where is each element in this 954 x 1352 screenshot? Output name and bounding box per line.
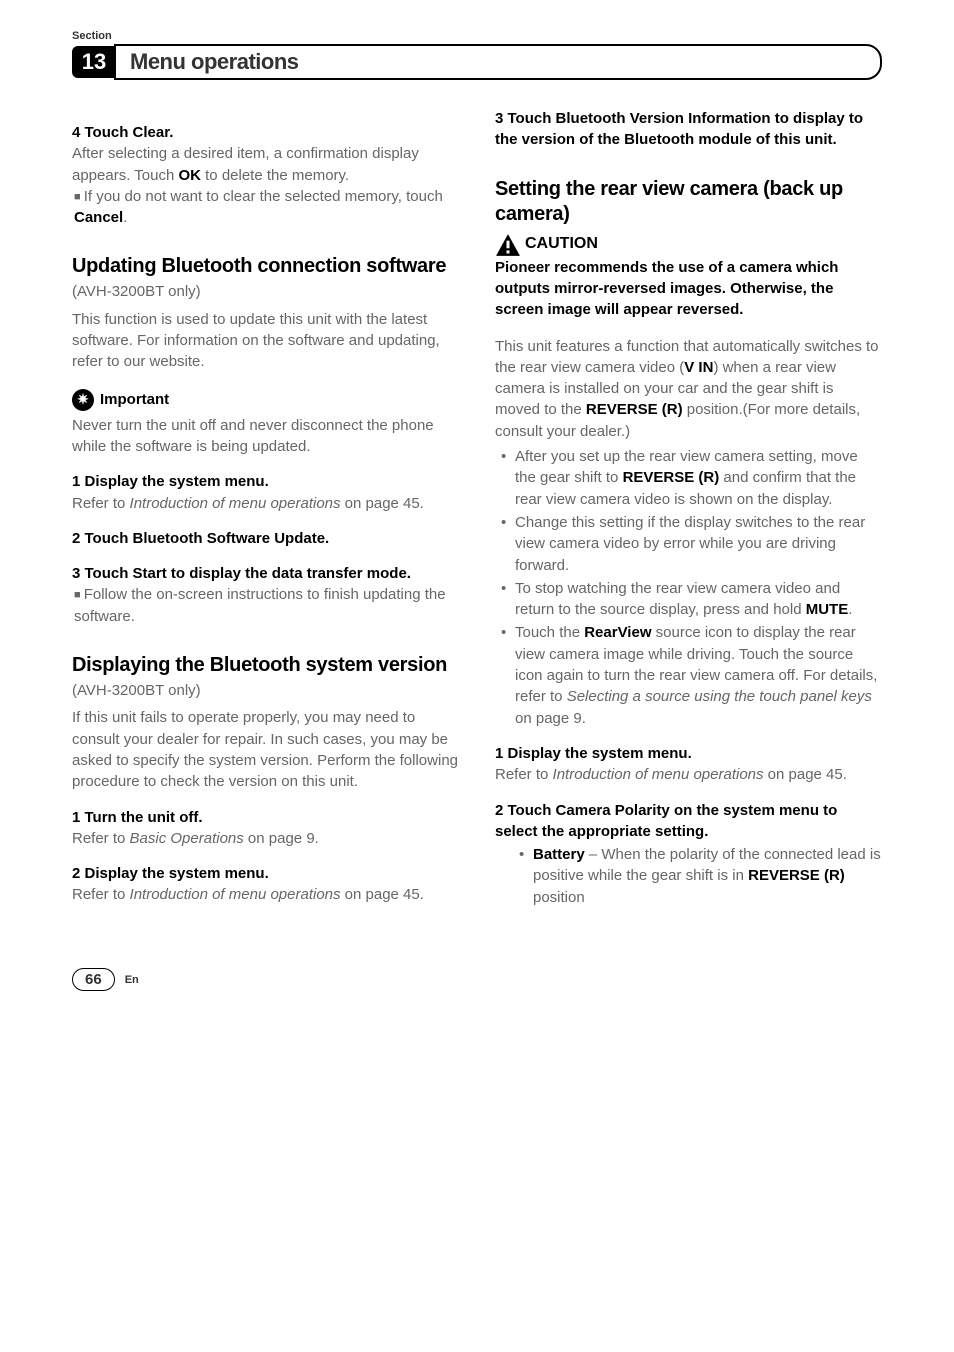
avh-note-2: (AVH-3200BT only) [72,680,459,701]
text: To stop watching the rear view camera vi… [515,580,840,618]
ref-basic-ops: Basic Operations [130,830,244,847]
chapter-header: 13 Menu operations [72,44,882,80]
chapter-number-badge: 13 [72,46,116,78]
text: Change this setting if the display switc… [515,514,865,574]
chapter-title: Menu operations [130,49,299,75]
page-footer: 66 En [72,968,882,991]
update-step-2: 2 Touch Bluetooth Software Update. [72,528,459,549]
text: Refer to [72,830,130,847]
update-step-3-note: Follow the on-screen instructions to fin… [72,584,459,627]
ref-intro-menu-2: Introduction of menu operations [130,886,341,903]
camera-step-2: 2 Touch Camera Polarity on the system me… [495,800,882,843]
section-label: Section [72,30,882,42]
step-4-body: After selecting a desired item, a confir… [72,143,459,186]
page-number: 66 [72,968,115,991]
text: Refer to [72,886,130,903]
list-item: Change this setting if the display switc… [495,512,882,576]
text: to delete the memory. [201,167,349,184]
caution-row: CAUTION [495,233,882,257]
text: . [848,601,852,618]
page: Section 13 Menu operations 4 Touch Clear… [0,0,954,1031]
list-item: After you set up the rear view camera se… [495,446,882,510]
text: . [123,209,127,226]
cancel-label: Cancel [74,209,123,226]
ok-label: OK [178,167,201,184]
caution-icon [495,233,521,257]
update-body: This function is used to update this uni… [72,309,459,373]
camera-step-2-sublist: Battery – When the polarity of the conne… [515,844,882,908]
caution-body: Pioneer recommends the use of a camera w… [495,257,882,320]
text: on page 45. [764,766,847,783]
important-row: ✷ Important [72,389,459,411]
rearview-label: RearView [584,624,651,641]
display-step-2-body: Refer to Introduction of menu operations… [72,884,459,905]
update-step-1: 1 Display the system menu. [72,471,459,492]
important-label: Important [100,389,169,410]
heading-rear-camera: Setting the rear view camera (back up ca… [495,177,882,227]
display-step-1: 1 Turn the unit off. [72,807,459,828]
list-item: Battery – When the polarity of the conne… [515,844,882,908]
camera-step-1: 1 Display the system menu. [495,743,882,764]
vin-label: V IN [684,359,713,376]
heading-update: Updating Bluetooth connection software [72,254,459,279]
text: Touch the [515,624,584,641]
step-4-title: 4 Touch Clear. [72,122,459,143]
important-icon: ✷ [72,389,94,411]
heading-display-version: Displaying the Bluetooth system version [72,653,459,678]
camera-step-1-body: Refer to Introduction of menu operations… [495,764,882,785]
ref-intro-menu-1: Introduction of menu operations [130,495,341,512]
text: on page 45. [341,495,424,512]
ref-selecting-source: Selecting a source using the touch panel… [567,688,872,705]
content-columns: 4 Touch Clear. After selecting a desired… [72,108,882,908]
reverse-label-3: REVERSE (R) [748,867,845,884]
important-body: Never turn the unit off and never discon… [72,415,459,458]
left-column: 4 Touch Clear. After selecting a desired… [72,108,459,908]
language-label: En [125,974,139,986]
ref-intro-menu-3: Introduction of menu operations [553,766,764,783]
display-step-2: 2 Display the system menu. [72,863,459,884]
update-step-3: 3 Touch Start to display the data transf… [72,563,459,584]
text: on page 9. [515,710,586,727]
mute-label: MUTE [806,601,849,618]
update-step-1-body: Refer to Introduction of menu operations… [72,493,459,514]
text: on page 9. [244,830,319,847]
reverse-label-1: REVERSE (R) [586,401,683,418]
text: Refer to [495,766,553,783]
text: Refer to [72,495,130,512]
avh-note-1: (AVH-3200BT only) [72,281,459,302]
list-item: Touch the RearView source icon to displa… [495,622,882,728]
camera-bullet-list: After you set up the rear view camera se… [495,446,882,729]
display-step-3: 3 Touch Bluetooth Version Information to… [495,108,882,151]
list-item: To stop watching the rear view camera vi… [495,578,882,621]
reverse-label-2: REVERSE (R) [623,469,720,486]
text: on page 45. [341,886,424,903]
text: position [533,889,585,906]
display-step-1-body: Refer to Basic Operations on page 9. [72,828,459,849]
chapter-title-wrap: Menu operations [114,44,882,80]
step-4-note: If you do not want to clear the selected… [72,186,459,229]
display-version-body: If this unit fails to operate properly, … [72,707,459,792]
text: If you do not want to clear the selected… [84,188,443,205]
caution-label: CAUTION [525,233,598,256]
right-column: 3 Touch Bluetooth Version Information to… [495,108,882,908]
camera-intro: This unit features a function that autom… [495,336,882,442]
battery-label: Battery [533,846,585,863]
text: Follow the on-screen instructions to fin… [74,586,446,624]
